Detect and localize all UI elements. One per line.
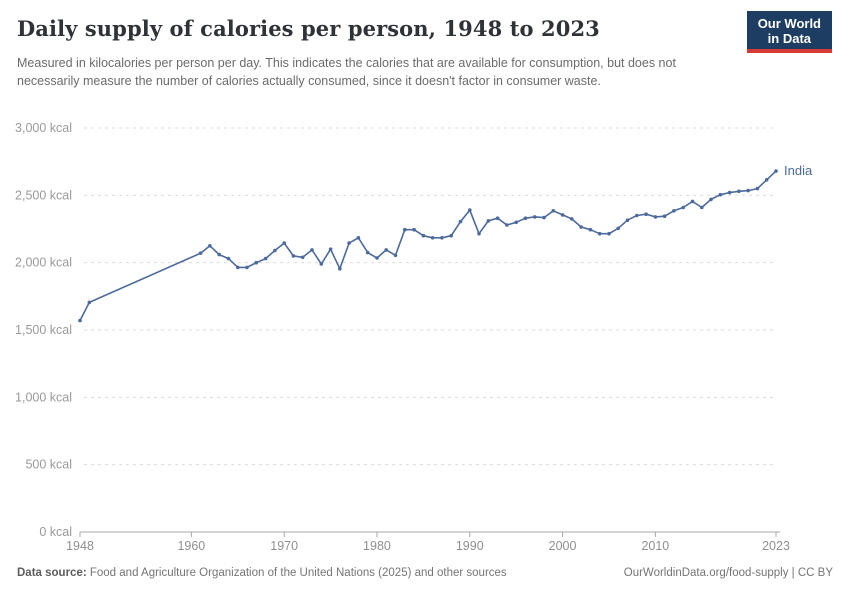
data-point[interactable] xyxy=(236,265,240,270)
data-point[interactable] xyxy=(440,236,444,240)
owid-logo-line2: in Data xyxy=(767,31,812,46)
owid-logo-line1: Our World xyxy=(757,16,821,31)
data-point[interactable] xyxy=(597,231,602,236)
data-point[interactable] xyxy=(746,188,750,193)
data-point[interactable] xyxy=(365,250,370,255)
data-point[interactable] xyxy=(393,253,398,258)
data-point[interactable] xyxy=(774,169,778,173)
owid-logo[interactable]: Our World in Data xyxy=(746,11,832,53)
y-axis-tick-label: 3,000 kcal xyxy=(15,121,72,135)
data-point[interactable] xyxy=(412,227,416,232)
data-point[interactable] xyxy=(681,205,685,210)
data-point[interactable] xyxy=(625,218,630,222)
data-point[interactable] xyxy=(560,213,565,217)
data-point[interactable] xyxy=(254,260,259,265)
data-point[interactable] xyxy=(764,178,769,182)
data-source-note: Data source: Food and Agriculture Organi… xyxy=(17,567,507,579)
data-point[interactable] xyxy=(282,241,287,245)
data-point[interactable] xyxy=(87,300,92,305)
data-point[interactable] xyxy=(356,236,361,240)
data-point[interactable] xyxy=(551,209,556,213)
chart-subtitle: Measured in kilocalories per person per … xyxy=(17,56,676,88)
data-point[interactable] xyxy=(690,199,695,204)
x-axis-tick-label: 2023 xyxy=(762,539,790,553)
data-point[interactable] xyxy=(198,251,203,255)
data-point[interactable] xyxy=(737,189,741,194)
y-axis-tick-label: 2,500 kcal xyxy=(15,188,72,202)
series-end-label: India xyxy=(784,163,813,178)
data-point[interactable] xyxy=(78,318,82,323)
data-point[interactable] xyxy=(709,197,713,202)
data-point[interactable] xyxy=(653,215,658,219)
data-point[interactable] xyxy=(486,219,491,223)
data-point[interactable] xyxy=(338,266,342,271)
data-point[interactable] xyxy=(291,254,296,258)
y-axis-tick-label: 2,000 kcal xyxy=(15,256,72,270)
data-point[interactable] xyxy=(217,252,221,257)
data-point[interactable] xyxy=(505,223,509,227)
data-point[interactable] xyxy=(718,192,723,197)
data-point[interactable] xyxy=(588,227,593,232)
x-axis-tick-label: 1990 xyxy=(456,539,484,553)
data-point[interactable] xyxy=(579,225,583,229)
y-axis-tick-label: 1,500 kcal xyxy=(15,323,72,337)
data-point[interactable] xyxy=(208,244,212,248)
x-axis-tick-label: 1980 xyxy=(363,539,391,553)
y-axis-tick-label: 1,000 kcal xyxy=(15,390,72,404)
x-axis-tick-label: 1960 xyxy=(177,539,205,553)
owid-url-license[interactable]: OurWorldinData.org/food-supply | CC BY xyxy=(623,567,833,579)
y-axis-tick-label: 500 kcal xyxy=(25,458,72,472)
data-point[interactable] xyxy=(403,227,407,232)
data-point[interactable] xyxy=(755,186,760,191)
data-point[interactable] xyxy=(347,241,351,245)
data-point[interactable] xyxy=(700,205,704,210)
data-point[interactable] xyxy=(245,265,249,270)
data-point[interactable] xyxy=(421,233,426,238)
data-point[interactable] xyxy=(495,216,500,220)
data-point[interactable] xyxy=(727,190,732,195)
data-point[interactable] xyxy=(542,215,546,220)
data-point[interactable] xyxy=(458,219,463,224)
data-point[interactable] xyxy=(616,226,620,231)
data-point[interactable] xyxy=(514,220,518,225)
x-axis-tick-label: 2000 xyxy=(549,539,577,553)
data-point[interactable] xyxy=(662,214,667,218)
data-source-text: Food and Agriculture Organization of the… xyxy=(86,567,507,579)
data-point[interactable] xyxy=(226,256,231,261)
trend-line[interactable] xyxy=(79,170,777,322)
data-point[interactable] xyxy=(570,217,574,221)
data-point[interactable] xyxy=(384,248,389,252)
data-point[interactable] xyxy=(477,231,481,236)
data-point[interactable] xyxy=(532,215,537,219)
data-point[interactable] xyxy=(607,231,611,236)
data-point[interactable] xyxy=(310,248,314,252)
data-point[interactable] xyxy=(375,256,379,260)
data-point[interactable] xyxy=(635,213,639,218)
data-point[interactable] xyxy=(319,262,324,266)
data-point[interactable] xyxy=(300,255,305,260)
data-point[interactable] xyxy=(449,233,454,238)
data-point[interactable] xyxy=(523,216,528,220)
data-point[interactable] xyxy=(468,208,472,212)
x-axis-tick-label: 1948 xyxy=(66,539,94,553)
data-point[interactable] xyxy=(263,256,268,261)
y-axis-tick-label: 0 kcal xyxy=(39,525,72,539)
page-title: Daily supply of calories per person, 194… xyxy=(17,16,600,41)
data-point[interactable] xyxy=(273,248,277,253)
data-point[interactable] xyxy=(430,236,435,240)
data-point[interactable] xyxy=(328,247,333,251)
x-axis-tick-label: 2010 xyxy=(641,539,669,553)
data-source-label: Data source: xyxy=(17,567,87,579)
data-point[interactable] xyxy=(644,212,648,216)
x-axis-tick-label: 1970 xyxy=(270,539,298,553)
series-india[interactable]: India xyxy=(78,163,813,323)
data-point[interactable] xyxy=(672,209,676,213)
